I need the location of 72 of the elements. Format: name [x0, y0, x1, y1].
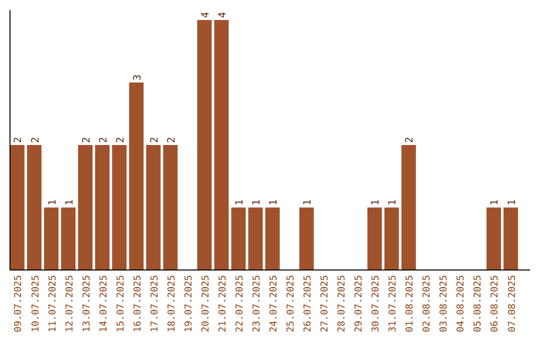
x-tick-label: 31.07.2025 — [388, 275, 399, 332]
bar — [27, 145, 42, 270]
x-tick-label: 04.08.2025 — [456, 275, 467, 332]
bar — [299, 208, 314, 270]
data-label: 2 — [13, 136, 24, 143]
bar — [384, 208, 399, 270]
x-tick-label: 17.07.2025 — [149, 275, 160, 332]
bar — [401, 145, 416, 270]
x-tick-label: 26.07.2025 — [302, 275, 314, 332]
bar — [197, 20, 212, 270]
x-tick-label: 02.08.2025 — [422, 275, 433, 332]
x-tick-label: 13.07.2025 — [81, 275, 92, 332]
x-tick-label: 09.07.2025 — [13, 275, 24, 332]
bar — [248, 208, 263, 270]
bar — [367, 208, 382, 270]
data-label: 2 — [149, 136, 160, 143]
x-tick-label: 20.07.2025 — [200, 275, 212, 332]
data-label: 1 — [490, 199, 501, 206]
bar — [486, 208, 501, 270]
x-tick-label: 25.07.2025 — [286, 275, 297, 332]
data-label: 4 — [200, 12, 212, 18]
x-tick-label: 14.07.2025 — [98, 275, 110, 332]
x-tick-label: 19.07.2025 — [183, 275, 194, 332]
bar — [163, 145, 178, 270]
bar — [78, 145, 93, 270]
x-tick-label: 24.07.2025 — [268, 275, 280, 332]
bar — [265, 208, 280, 270]
x-tick-label: 07.08.2025 — [506, 275, 518, 332]
x-tick-label: 22.07.2025 — [234, 275, 246, 332]
data-label: 1 — [388, 199, 399, 206]
x-tick-label: 23.07.2025 — [251, 275, 262, 332]
bar — [231, 208, 246, 270]
bar — [44, 208, 59, 270]
x-tick-label: 11.07.2025 — [47, 275, 58, 332]
data-label: 2 — [404, 136, 416, 143]
data-label: 1 — [506, 199, 518, 206]
bar — [61, 208, 76, 270]
bar — [95, 145, 110, 270]
data-label: 3 — [132, 74, 144, 80]
data-label: 1 — [302, 199, 314, 206]
data-label: 1 — [47, 199, 58, 206]
x-tick-label: 21.07.2025 — [217, 275, 228, 332]
x-tick-label: 12.07.2025 — [64, 275, 76, 332]
bar — [129, 82, 144, 270]
x-tick-label: 01.08.2025 — [404, 275, 416, 332]
bar — [504, 208, 518, 270]
data-label: 4 — [217, 12, 228, 18]
x-tick-label: 15.07.2025 — [115, 275, 126, 332]
bar — [214, 20, 229, 270]
x-tick-label: 28.07.2025 — [336, 275, 348, 332]
x-tick-label: 06.08.2025 — [490, 275, 501, 332]
x-tick-label: 03.08.2025 — [438, 275, 450, 332]
data-label: 1 — [370, 199, 382, 206]
x-tick-label: 18.07.2025 — [166, 275, 178, 332]
x-tick-label: 29.07.2025 — [354, 275, 365, 332]
x-tick-label: 10.07.2025 — [30, 275, 42, 332]
bar — [10, 145, 24, 270]
x-tick-label: 16.07.2025 — [132, 275, 144, 332]
x-tick-label: 27.07.2025 — [320, 275, 331, 332]
bar — [146, 145, 161, 270]
data-label: 2 — [166, 136, 178, 143]
x-tick-label: 30.07.2025 — [370, 275, 382, 332]
x-tick-label: 05.08.2025 — [472, 275, 484, 332]
data-label: 2 — [115, 136, 126, 143]
data-label: 2 — [98, 136, 110, 143]
data-label: 1 — [268, 199, 280, 206]
data-label: 1 — [251, 199, 262, 206]
data-label: 2 — [81, 136, 92, 143]
data-label: 1 — [234, 199, 246, 206]
data-label: 1 — [64, 199, 76, 206]
data-label: 2 — [30, 136, 42, 143]
bar — [112, 145, 127, 270]
